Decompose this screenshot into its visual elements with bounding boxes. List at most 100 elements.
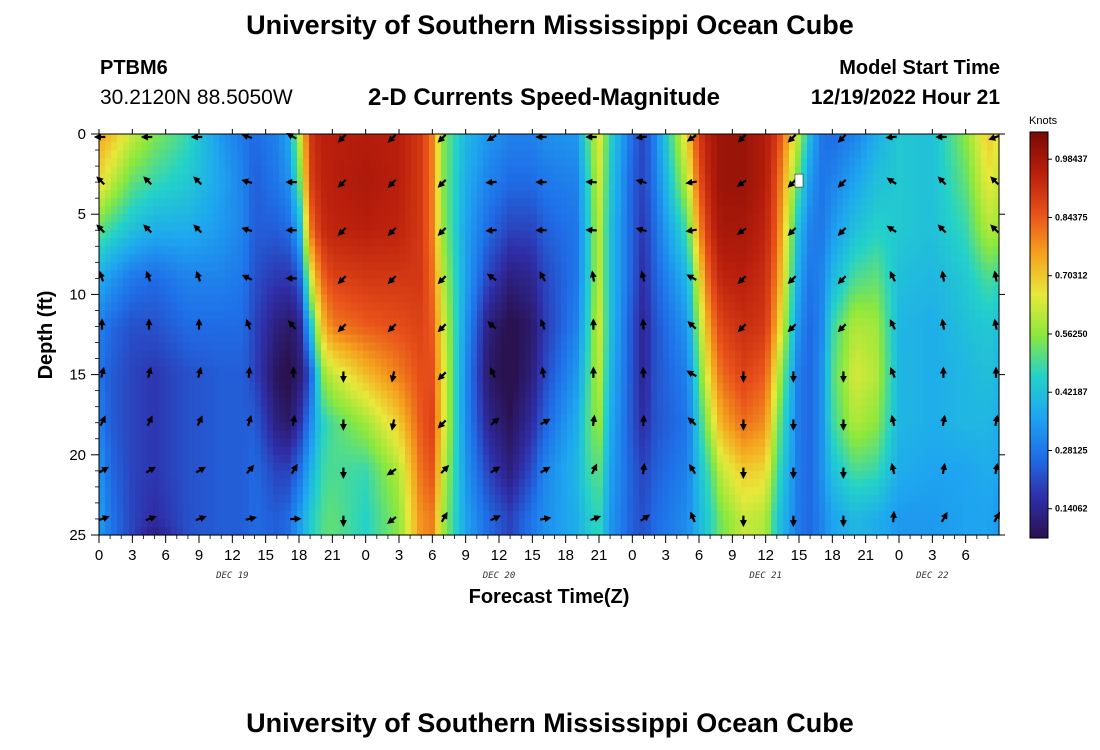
heatmap-cell	[129, 430, 136, 440]
heatmap-cell	[603, 158, 610, 167]
heatmap-cell	[405, 174, 412, 183]
heatmap-cell	[663, 222, 670, 231]
heatmap-cell	[273, 214, 280, 223]
heatmap-cell	[465, 406, 472, 416]
heatmap-cell	[201, 494, 208, 504]
heatmap-cell	[513, 334, 520, 344]
heatmap-cell	[237, 510, 244, 520]
heatmap-cell	[141, 198, 148, 207]
heatmap-cell	[135, 222, 142, 231]
heatmap-cell	[669, 486, 676, 496]
heatmap-cell	[201, 526, 208, 536]
heatmap-cell	[561, 470, 568, 480]
heatmap-cell	[345, 278, 352, 287]
heatmap-cell	[285, 334, 292, 344]
heatmap-cell	[447, 326, 454, 336]
heatmap-cell	[591, 350, 598, 360]
heatmap-cell	[609, 478, 616, 488]
heatmap-cell	[315, 422, 322, 432]
heatmap-cell	[405, 510, 412, 520]
heatmap-cell	[339, 446, 346, 456]
heatmap-cell	[669, 262, 676, 271]
heatmap-cell	[663, 334, 670, 344]
heatmap-cell	[261, 350, 268, 360]
heatmap-cell	[693, 358, 700, 368]
heatmap-cell	[495, 190, 502, 199]
heatmap-cell	[435, 502, 442, 512]
heatmap-cell	[663, 134, 670, 143]
heatmap-cell	[231, 382, 238, 392]
heatmap-cell	[237, 270, 244, 279]
heatmap-cell	[405, 318, 412, 328]
heatmap-cell	[213, 182, 220, 191]
heatmap-cell	[243, 350, 250, 360]
heatmap-cell	[549, 286, 556, 295]
heatmap-cell	[417, 446, 424, 456]
heatmap-cell	[537, 342, 544, 352]
heatmap-cell	[183, 406, 190, 416]
heatmap-cell	[435, 446, 442, 456]
heatmap-cell	[519, 358, 526, 368]
heatmap-cell	[663, 502, 670, 512]
heatmap-cell	[459, 294, 466, 304]
heatmap-cell	[399, 502, 406, 512]
heatmap-cell	[207, 366, 214, 376]
heatmap-cell	[381, 198, 388, 207]
heatmap-cell	[489, 238, 496, 247]
heatmap-cell	[411, 318, 418, 328]
heatmap-cell	[183, 182, 190, 191]
heatmap-cell	[219, 198, 226, 207]
heatmap-cell	[315, 406, 322, 416]
heatmap-cell	[345, 166, 352, 175]
heatmap-cell	[339, 398, 346, 408]
heatmap-cell	[399, 166, 406, 175]
heatmap-cell	[555, 294, 562, 304]
heatmap-cell	[159, 198, 166, 207]
heatmap-cell	[513, 238, 520, 247]
heatmap-cell	[519, 270, 526, 279]
heatmap-cell	[501, 526, 508, 536]
heatmap-cell	[243, 206, 250, 215]
heatmap-cell	[195, 158, 202, 167]
heatmap-cell	[309, 262, 316, 271]
heatmap-cell	[243, 286, 250, 295]
heatmap-cell	[357, 358, 364, 368]
heatmap-cell	[627, 438, 634, 448]
heatmap-cell	[177, 398, 184, 408]
heatmap-cell	[123, 270, 130, 279]
heatmap-cell	[321, 446, 328, 456]
heatmap-cell	[531, 158, 538, 167]
heatmap-cell	[447, 510, 454, 520]
heatmap-cell	[201, 446, 208, 456]
heatmap-cell	[321, 262, 328, 271]
heatmap-cell	[285, 430, 292, 440]
heatmap-cell	[117, 398, 124, 408]
heatmap-cell	[261, 134, 268, 143]
heatmap-cell	[309, 310, 316, 320]
heatmap-cell	[663, 470, 670, 480]
heatmap-cell	[465, 150, 472, 159]
heatmap-cell	[123, 294, 130, 304]
heatmap-cell	[513, 518, 520, 528]
heatmap-cell	[531, 286, 538, 295]
heatmap-cell	[501, 182, 508, 191]
heatmap-cell	[351, 334, 358, 344]
heatmap-cell	[141, 302, 148, 312]
heatmap-cell	[369, 478, 376, 488]
heatmap-cell	[129, 502, 136, 512]
heatmap-cell	[597, 198, 604, 207]
heatmap-cell	[351, 150, 358, 159]
heatmap-cell	[543, 334, 550, 344]
heatmap-cell	[615, 422, 622, 432]
heatmap-cell	[573, 150, 580, 159]
heatmap-cell	[351, 326, 358, 336]
heatmap-cell	[375, 302, 382, 312]
heatmap-cell	[123, 342, 130, 352]
heatmap-cell	[417, 422, 424, 432]
heatmap-cell	[405, 166, 412, 175]
heatmap-cell	[669, 190, 676, 199]
heatmap-cell	[369, 510, 376, 520]
heatmap-cell	[363, 398, 370, 408]
heatmap-cell	[429, 302, 436, 312]
heatmap-cell	[327, 142, 334, 151]
